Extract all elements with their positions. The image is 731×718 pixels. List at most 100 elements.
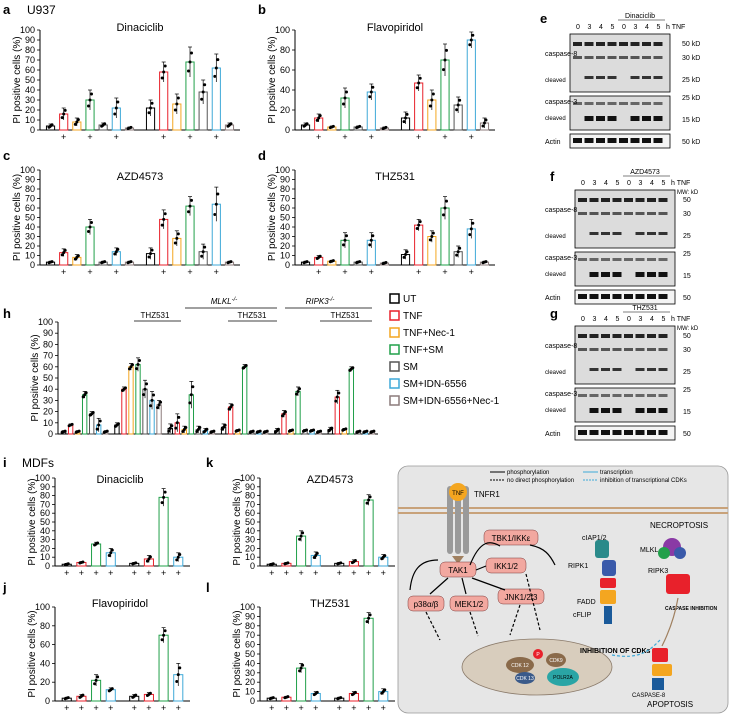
data-point [471, 221, 475, 225]
data-point [145, 559, 149, 563]
mw-header: MW: kD [677, 326, 699, 332]
data-point [145, 382, 149, 386]
svg-text:cFLIP: cFLIP [573, 612, 592, 619]
y-tick-label: 100 [35, 473, 50, 483]
data-point [319, 429, 323, 433]
y-tick-label: 100 [20, 165, 35, 175]
data-point [455, 253, 459, 257]
panel-letter-c: c [3, 148, 10, 163]
lane-label: 0 [576, 24, 580, 31]
band [635, 272, 645, 277]
y-tick-label: 70 [43, 351, 53, 361]
y-tick-label: 70 [280, 194, 290, 204]
mdf-label: MDFs [22, 456, 54, 470]
band [619, 138, 628, 143]
treatment-legend: UT TNF TNF+Nec-1 TNF+SM SM SM+IDN-6556 SM+IDN-… [389, 293, 500, 407]
band [612, 368, 622, 371]
blot-row-label: cleaved [545, 78, 566, 84]
band [653, 56, 663, 59]
data-point [87, 104, 90, 108]
data-point [129, 260, 133, 264]
data-point [163, 629, 167, 633]
legend-phos: phosphorylation [507, 470, 549, 476]
y-tick-label: 90 [245, 611, 255, 621]
data-point [175, 421, 179, 425]
data-point [330, 426, 334, 430]
band [589, 394, 599, 397]
lane-label: 3 [639, 180, 643, 187]
band [642, 42, 651, 46]
y-tick-label: 0 [45, 696, 50, 706]
band [573, 56, 582, 59]
data-point [368, 243, 372, 247]
data-point [265, 429, 269, 433]
data-point [353, 690, 357, 694]
y-tick-label: 30 [43, 395, 53, 405]
band [658, 348, 668, 351]
data-point [160, 638, 164, 642]
mw-label: 30 [683, 211, 691, 218]
y-tick-label: 60 [40, 508, 50, 518]
y-tick-label: 30 [25, 232, 35, 242]
bar-tnf-sm [81, 394, 88, 435]
data-point [198, 426, 202, 430]
plus-mark: + [342, 132, 347, 142]
lane-label: 0 [581, 316, 585, 323]
data-point [331, 124, 335, 128]
band [589, 294, 599, 299]
lane-unit: h TNF [671, 316, 690, 323]
data-point [342, 102, 345, 106]
band [573, 138, 582, 143]
bar-tnf-sm [158, 496, 169, 567]
data-point [445, 199, 448, 203]
panel-letter-i: i [3, 455, 7, 470]
data-point [405, 250, 409, 254]
data-point [66, 562, 70, 566]
plus-mark: + [284, 703, 289, 713]
blot-row-label: caspase-8 [545, 51, 577, 58]
plus-mark: + [214, 267, 219, 277]
data-point [283, 410, 287, 414]
data-point [318, 114, 322, 118]
blot-drug-label: THZ531 [632, 305, 657, 312]
data-point [271, 696, 275, 700]
data-point [205, 427, 209, 431]
band [584, 42, 594, 46]
y-tick-label: 10 [25, 115, 35, 125]
band [601, 348, 610, 351]
data-point [190, 198, 193, 202]
data-point [286, 561, 290, 565]
blot-drug-label: Dinaciclib [625, 13, 655, 20]
data-point [189, 393, 193, 397]
band [647, 368, 656, 371]
y-tick-label: 80 [40, 491, 50, 501]
plus-mark: + [108, 703, 113, 713]
band [624, 294, 633, 299]
y-tick-label: 50 [25, 213, 35, 223]
band [630, 56, 640, 59]
y-tick-label: 20 [280, 241, 290, 251]
y-tick-label: 100 [38, 317, 53, 327]
plus-mark: + [269, 703, 274, 713]
band [647, 212, 656, 215]
y-tick-label: 30 [40, 535, 50, 545]
data-point [88, 225, 92, 229]
bar-tnf-sm [363, 617, 374, 702]
data-point [178, 553, 182, 557]
mw-label: 25 [683, 251, 691, 258]
y-tick-label: 10 [280, 251, 290, 261]
data-point [296, 389, 300, 393]
data-point [150, 101, 154, 105]
data-point [415, 227, 419, 231]
band [573, 102, 582, 105]
y-tick-label: 50 [43, 373, 53, 383]
data-point [160, 223, 164, 227]
y-tick-label: 60 [245, 508, 255, 518]
data-point [315, 551, 319, 555]
data-point [150, 398, 154, 402]
tnfr1-receptor: TNF TNFR1 [447, 483, 500, 564]
signal-arrows [409, 542, 556, 641]
data-point [237, 428, 241, 432]
y-tick-label: 90 [25, 175, 35, 185]
y-axis-label: PI positive cells (%) [12, 174, 23, 261]
